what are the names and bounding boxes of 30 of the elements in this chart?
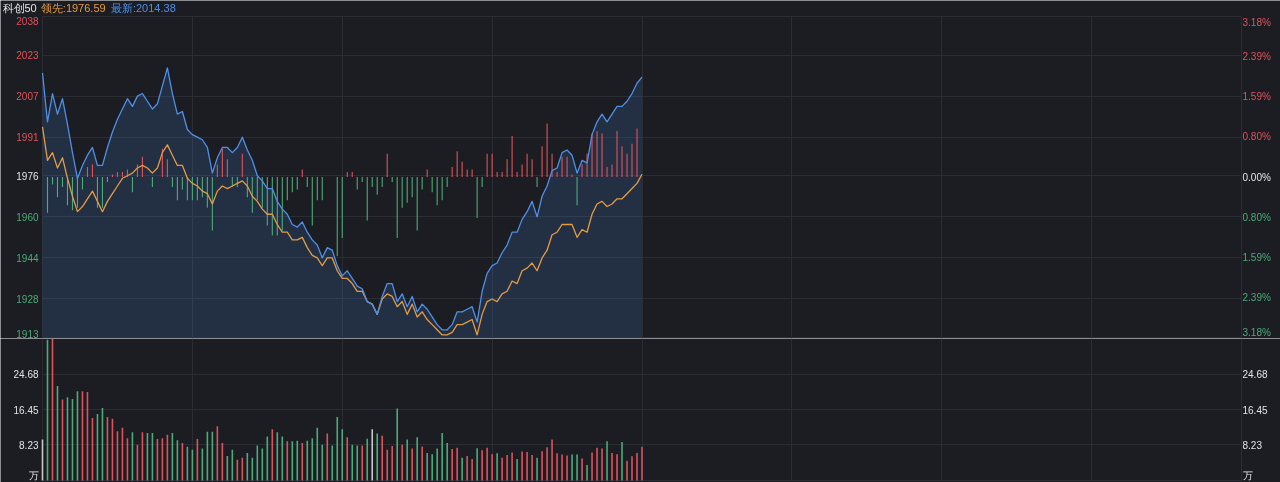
y-tick-label: 1944 bbox=[16, 252, 39, 264]
y-tick-label: 2038 bbox=[16, 15, 39, 27]
y2-tick-label: 0.80% bbox=[1242, 211, 1271, 223]
text: 领先:1976.59 bbox=[40, 1, 106, 14]
y-tick-label: 8.23 bbox=[19, 439, 39, 451]
y2-tick-label: 2.39% bbox=[1242, 51, 1271, 63]
y2-tick-label: 1.59% bbox=[1242, 251, 1271, 263]
y2-tick-label: 16.45 bbox=[1242, 404, 1268, 416]
y2-tick-label: 3.18% bbox=[1242, 326, 1271, 338]
y-tick-label: 16.45 bbox=[13, 404, 39, 416]
y-tick-label: 1913 bbox=[16, 328, 39, 340]
y2-tick-label: 2.39% bbox=[1242, 291, 1271, 303]
line-series bbox=[41, 126, 643, 336]
y-tick-label: 2023 bbox=[16, 50, 39, 62]
y2-tick-label: 1.59% bbox=[1242, 91, 1271, 103]
y-tick-label: 24.68 bbox=[13, 369, 39, 381]
y2-tick-label: 0.80% bbox=[1242, 131, 1271, 143]
y-tick-label: 1960 bbox=[16, 211, 39, 223]
y2-tick-label: 24.68 bbox=[1242, 369, 1268, 381]
y2-tick-label: 万 bbox=[1242, 469, 1253, 481]
y2-tick-label: 8.23 bbox=[1242, 439, 1263, 451]
text: 最新:2014.38 bbox=[110, 1, 176, 14]
y-tick-label: 1991 bbox=[16, 132, 39, 144]
y2-tick-label: 0.00% bbox=[1242, 171, 1271, 183]
y2-tick-label: 3.18% bbox=[1242, 16, 1271, 28]
y-tick-label: 万 bbox=[28, 469, 39, 481]
y-tick-label: 1976 bbox=[16, 170, 39, 182]
y-tick-label: 1928 bbox=[16, 293, 39, 305]
y-tick-label: 2007 bbox=[16, 91, 39, 103]
chart-title: 科创50 bbox=[2, 1, 37, 14]
